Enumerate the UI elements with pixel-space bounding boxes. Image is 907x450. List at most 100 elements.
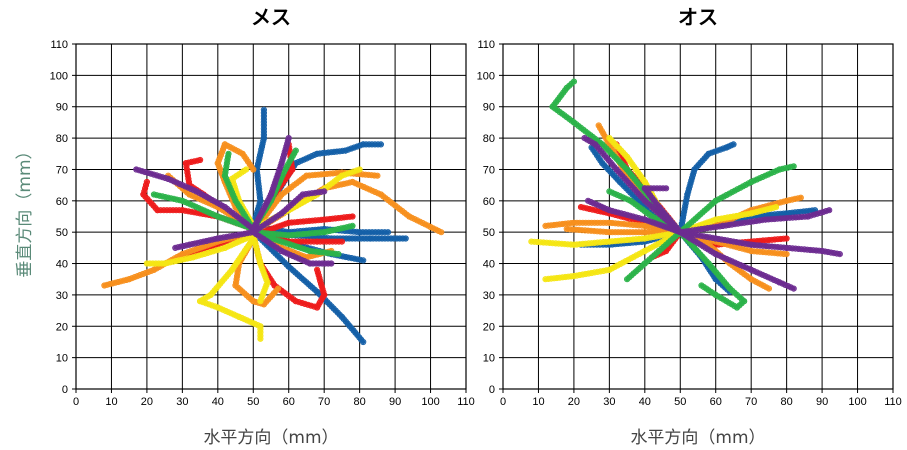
chart-panel-male: オス 0 10 20 30 40 50 60 70 80 90 100 110 0 10 20 30 40 50 60… — [477, 5, 902, 448]
trajectory-point — [600, 219, 607, 226]
trajectory-point — [340, 214, 348, 221]
x-tick-label: 110 — [884, 396, 902, 408]
trajectory-point — [783, 251, 790, 258]
trajectory-point — [618, 220, 625, 227]
trajectory-point — [101, 282, 108, 289]
chart-title: オス — [678, 5, 718, 29]
trajectory-series — [133, 166, 257, 233]
trajectory-point — [346, 223, 353, 230]
x-tick-label: 30 — [176, 396, 188, 408]
trajectory-point — [294, 218, 301, 226]
trajectory-point — [194, 239, 202, 246]
trajectory-point — [253, 246, 260, 253]
trajectory-point — [257, 335, 264, 342]
trajectory-point — [585, 219, 592, 226]
trajectory-point — [606, 266, 613, 273]
trajectory-point — [626, 229, 634, 236]
trajectory-point — [243, 166, 250, 173]
trajectory-point — [320, 289, 327, 296]
trajectory-point — [745, 241, 752, 248]
trajectory-point — [618, 229, 625, 236]
trajectory-point — [150, 191, 158, 198]
trajectory-point — [321, 216, 328, 223]
trajectory-point — [279, 231, 286, 238]
trajectory-point — [250, 166, 257, 173]
trajectory-point — [785, 164, 792, 171]
trajectory-point — [786, 214, 793, 221]
trajectory-point — [618, 210, 625, 217]
trajectory-point — [378, 229, 385, 236]
trajectory-point — [371, 172, 378, 179]
trajectory-point — [316, 150, 323, 157]
trajectory-point — [376, 235, 383, 242]
trajectory-point — [705, 150, 712, 157]
trajectory-point — [686, 227, 693, 234]
trajectory-point — [351, 144, 358, 151]
trajectory-point — [754, 248, 761, 255]
x-tick-label: 60 — [283, 396, 295, 408]
trajectory-point — [289, 242, 297, 249]
trajectory-point — [368, 172, 375, 179]
trajectory-point — [235, 231, 242, 238]
trajectory-point — [258, 263, 265, 270]
trajectory-point — [218, 245, 226, 252]
trajectory-point — [534, 238, 541, 246]
trajectory-point — [807, 246, 814, 254]
trajectory-point — [232, 232, 239, 239]
trajectory-point — [438, 229, 445, 236]
trajectory-point — [317, 277, 324, 285]
trajectory-point — [706, 234, 713, 241]
trajectory-point — [762, 172, 769, 179]
trajectory-point — [315, 171, 322, 178]
trajectory-point — [260, 106, 267, 114]
trajectory-point — [275, 168, 282, 175]
trajectory-point — [551, 275, 558, 282]
trajectory-point — [528, 238, 535, 245]
trajectory-point — [155, 260, 162, 267]
trajectory-point — [607, 168, 614, 175]
trajectory-point — [234, 273, 241, 280]
trajectory-point — [345, 146, 352, 153]
trajectory-point — [198, 251, 205, 258]
trajectory-point — [350, 168, 357, 175]
trajectory-point — [655, 221, 662, 228]
trajectory-point — [257, 323, 264, 330]
trajectory-point — [767, 275, 775, 282]
trajectory-point — [136, 167, 143, 174]
trajectory-point — [682, 200, 689, 207]
trajectory-point — [346, 179, 353, 186]
trajectory-point — [759, 248, 767, 256]
trajectory-point — [355, 181, 362, 188]
trajectory-point — [281, 249, 288, 256]
trajectory-point — [287, 251, 294, 258]
trajectory-point — [314, 269, 321, 276]
x-tick-label: 100 — [848, 396, 866, 408]
trajectory-point — [329, 227, 336, 234]
trajectory-point — [318, 216, 325, 223]
trajectory-point — [328, 260, 335, 267]
trajectory-point — [220, 215, 227, 222]
trajectory-point — [226, 233, 233, 240]
trajectory-point — [288, 219, 295, 226]
trajectory-point — [591, 269, 598, 276]
trajectory-point — [771, 236, 778, 243]
trajectory-point — [660, 223, 668, 230]
trajectory-point — [728, 221, 736, 228]
trajectory-point — [787, 284, 795, 291]
trajectory-point — [351, 255, 358, 262]
trajectory-point — [739, 211, 746, 218]
trajectory-point — [346, 213, 353, 220]
trajectory-point — [192, 246, 200, 253]
x-tick-label: 40 — [639, 396, 651, 408]
trajectory-point — [318, 283, 325, 290]
trajectory-point — [166, 207, 174, 214]
trajectory-point — [172, 257, 180, 265]
trajectory-point — [585, 197, 592, 204]
trajectory-point — [173, 196, 180, 203]
trajectory-point — [295, 244, 302, 251]
trajectory-point — [353, 228, 360, 235]
trajectory-point — [202, 300, 210, 307]
trajectory-point — [780, 215, 787, 222]
trajectory-point — [278, 238, 285, 245]
trajectory-point — [315, 229, 322, 236]
